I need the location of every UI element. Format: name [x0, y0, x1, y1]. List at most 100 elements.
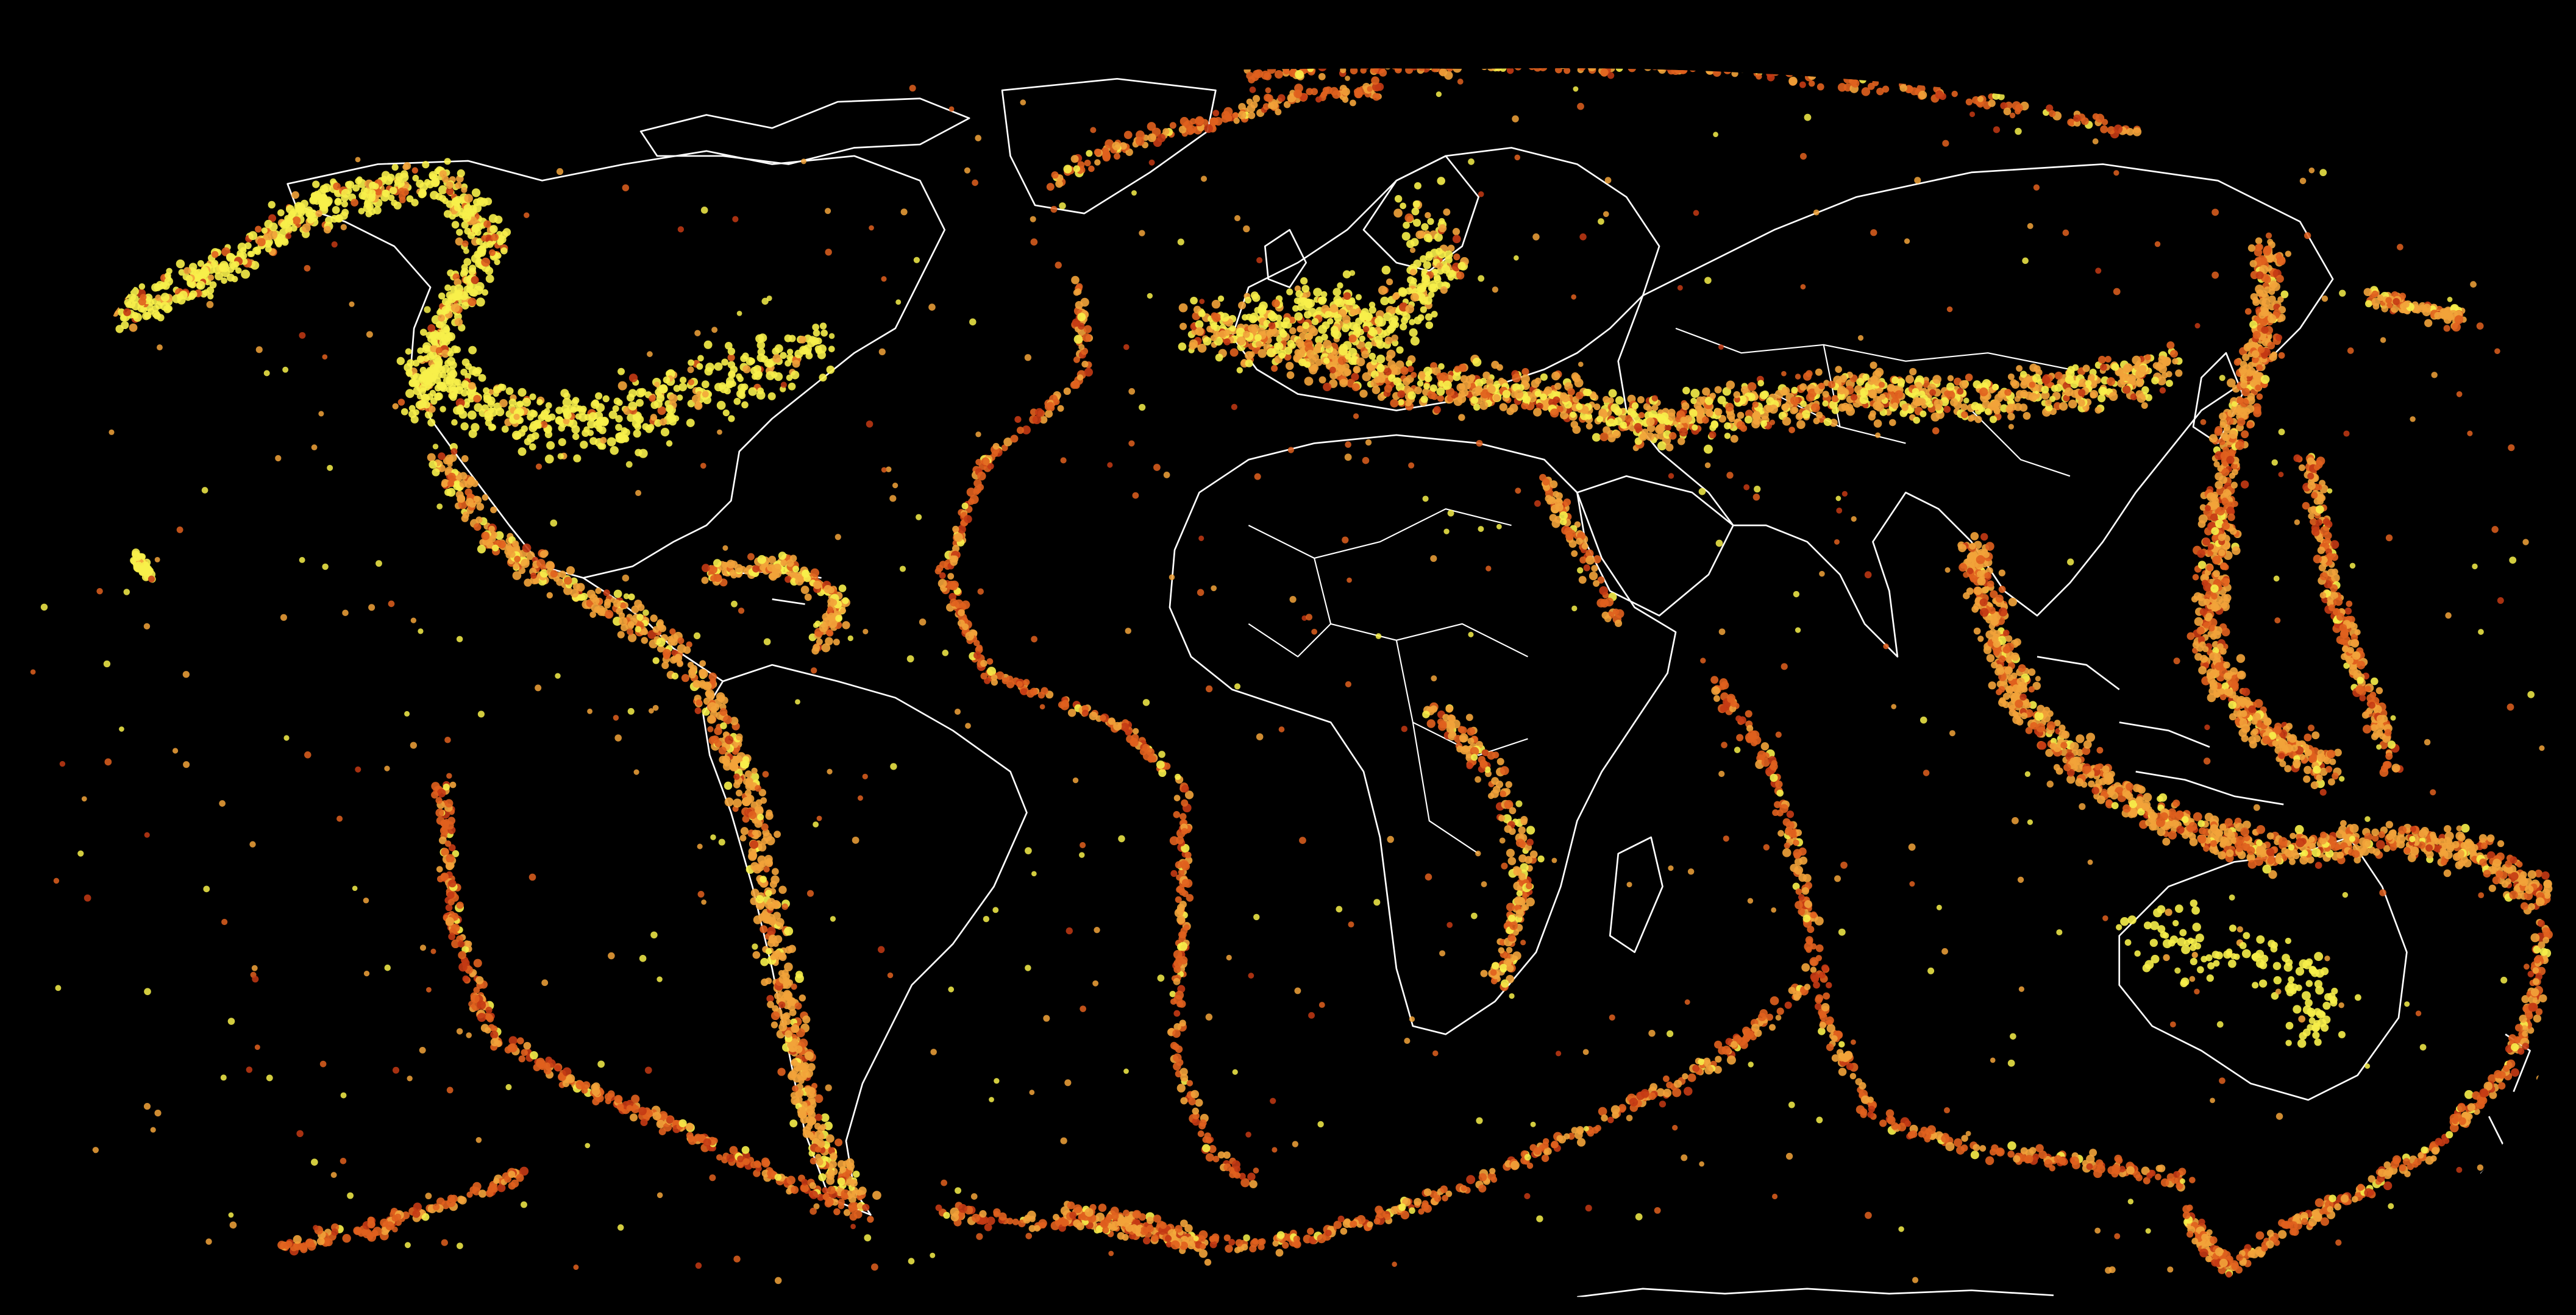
earthquake-point — [1178, 1000, 1186, 1008]
earthquake-point — [544, 408, 550, 414]
earthquake-point — [462, 511, 470, 519]
earthquake-point — [405, 389, 415, 399]
earthquake-point — [1634, 423, 1642, 431]
earthquake-point — [1176, 886, 1183, 893]
earthquake-point — [1776, 1007, 1784, 1015]
earthquake-point — [1094, 148, 1101, 156]
earthquake-point — [1361, 350, 1370, 359]
earthquake-point — [454, 204, 462, 211]
earthquake-point — [446, 487, 456, 497]
earthquake-point — [724, 388, 731, 395]
earthquake-point — [616, 1103, 624, 1111]
earthquake-point — [1113, 721, 1122, 731]
earthquake-point — [1638, 412, 1645, 419]
earthquake-point — [1044, 403, 1053, 411]
earthquake-point — [856, 1203, 864, 1210]
earthquake-point — [1220, 313, 1229, 322]
earthquake-point — [1371, 76, 1379, 85]
earthquake-point — [412, 373, 422, 383]
earthquake-point — [488, 214, 498, 223]
earthquake-point — [1874, 367, 1884, 377]
earthquake-point — [850, 1179, 858, 1188]
earthquake-point — [536, 399, 543, 406]
earthquake-point — [160, 302, 169, 311]
earthquake-point — [468, 381, 476, 390]
earthquake-point — [752, 951, 761, 959]
earthquake-point — [947, 573, 955, 580]
earthquake-point — [1012, 1218, 1019, 1225]
earthquake-point — [991, 674, 998, 681]
earthquake-point — [1179, 813, 1187, 820]
earthquake-point — [1423, 1204, 1432, 1213]
earthquake-point — [2151, 377, 2159, 385]
earthquake-point — [965, 631, 974, 641]
earthquake-point — [1544, 386, 1553, 394]
earthquake-point — [209, 281, 217, 289]
earthquake-point — [2159, 387, 2166, 394]
earthquake-point — [771, 868, 779, 876]
earthquake-point — [2097, 394, 2106, 403]
earthquake-point — [764, 915, 773, 924]
earthquake-point — [1806, 370, 1813, 377]
earthquake-point — [1094, 159, 1101, 166]
earthquake-point — [1183, 924, 1190, 931]
earthquake-point — [408, 379, 416, 387]
earthquake-point — [508, 398, 517, 406]
earthquake-point — [2032, 374, 2041, 383]
earthquake-point — [1971, 402, 1980, 411]
earthquake-point — [448, 879, 457, 888]
earthquake-point — [1920, 410, 1927, 417]
earthquake-point — [408, 405, 416, 412]
earthquake-point — [775, 918, 785, 927]
earthquake-point — [1482, 371, 1490, 380]
earthquake-point — [1766, 1013, 1774, 1021]
earthquake-point — [735, 789, 743, 797]
earthquake-point — [1461, 1185, 1467, 1192]
earthquake-point — [766, 809, 773, 817]
earthquake-point — [461, 455, 469, 463]
earthquake-point — [1733, 391, 1741, 399]
earthquake-point — [536, 559, 546, 568]
earthquake-point — [523, 1041, 532, 1050]
earthquake-point — [358, 208, 365, 214]
earthquake-point — [1112, 141, 1121, 151]
earthquake-point — [458, 962, 468, 972]
earthquake-point — [1485, 378, 1494, 386]
earthquake-point — [979, 1210, 987, 1218]
earthquake-point — [501, 425, 509, 433]
earthquake-point — [1179, 1068, 1188, 1076]
earthquake-point — [2014, 403, 2023, 411]
earthquake-point — [827, 606, 834, 613]
earthquake-point — [1318, 376, 1326, 384]
earthquake-point — [1737, 411, 1745, 419]
earthquake-point — [1813, 417, 1820, 425]
earthquake-point — [1692, 424, 1698, 431]
earthquake-point — [1180, 1097, 1188, 1105]
earthquake-point — [592, 597, 600, 605]
earthquake-point — [745, 357, 755, 366]
earthquake-point — [1283, 68, 1290, 75]
earthquake-point — [1181, 799, 1189, 807]
earthquake-point — [708, 702, 717, 711]
earthquake-point — [1136, 130, 1145, 140]
earthquake-point — [748, 847, 757, 856]
earthquake-point — [1293, 1235, 1300, 1242]
earthquake-point — [470, 289, 479, 297]
earthquake-point — [1156, 760, 1165, 769]
earthquake-point — [1073, 335, 1083, 344]
earthquake-point — [413, 409, 419, 416]
earthquake-point — [468, 346, 477, 355]
earthquake-point — [787, 1072, 796, 1080]
earthquake-point — [830, 1152, 837, 1160]
earthquake-point — [1575, 391, 1584, 400]
earthquake-point — [444, 840, 452, 847]
earthquake-point — [827, 1186, 836, 1194]
earthquake-point — [277, 209, 285, 216]
earthquake-point — [780, 352, 787, 360]
earthquake-point — [505, 387, 514, 395]
earthquake-point — [444, 284, 452, 291]
earthquake-point — [529, 393, 536, 400]
earthquake-point — [333, 182, 341, 191]
earthquake-point — [475, 516, 483, 523]
earthquake-point — [1815, 368, 1823, 376]
